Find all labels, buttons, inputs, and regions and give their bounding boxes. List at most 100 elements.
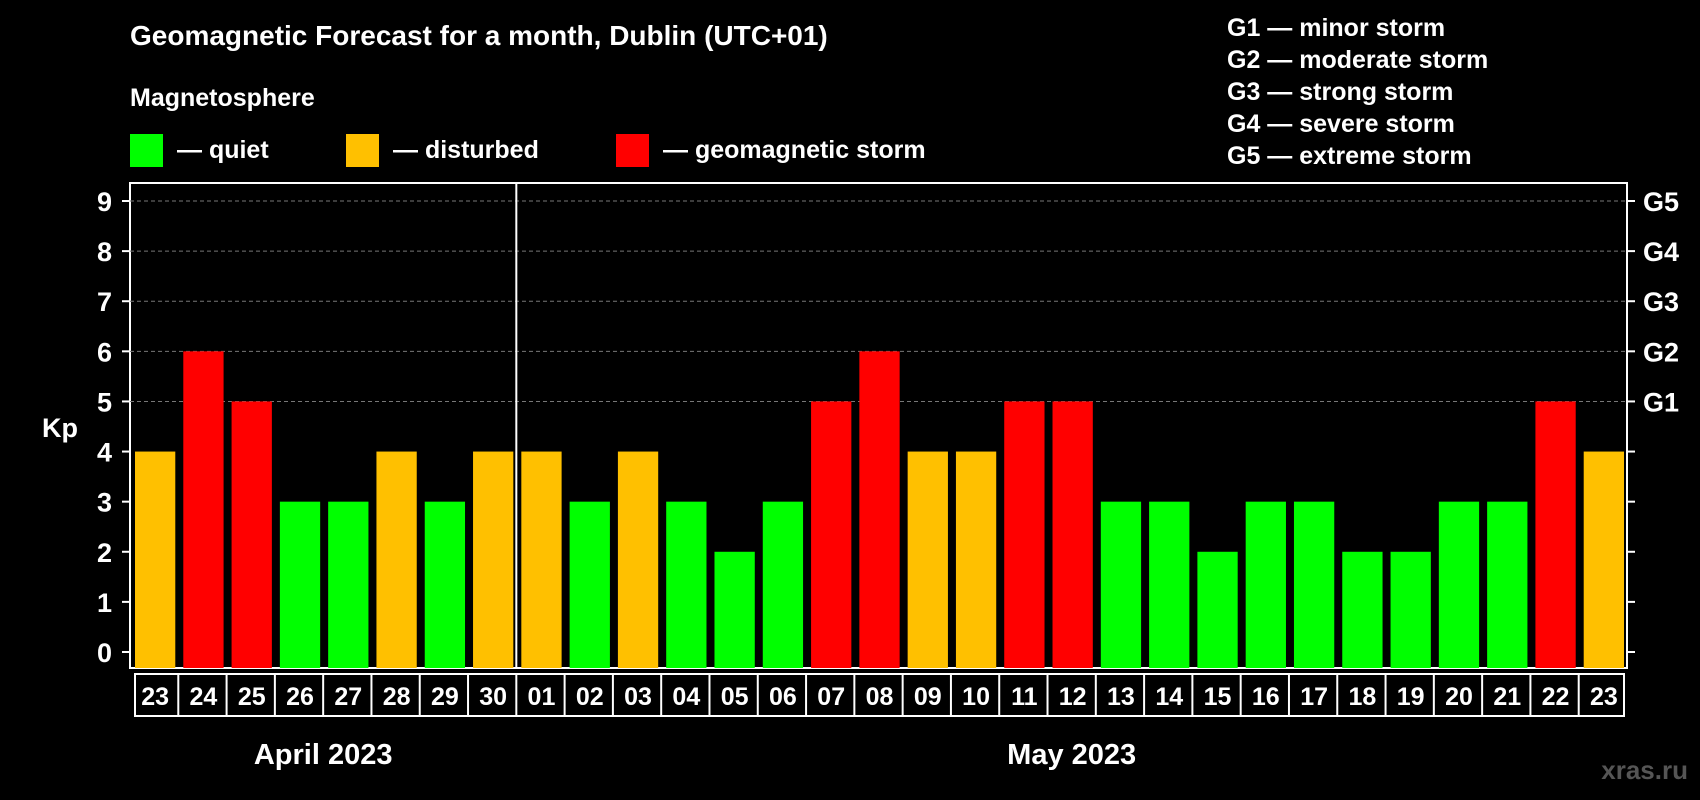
x-tick-label: 17 [1300, 683, 1328, 711]
x-tick-label: 15 [1204, 683, 1232, 711]
bar-day-9 [521, 451, 562, 668]
x-tick-label: 19 [1397, 683, 1425, 711]
x-tick-label: 06 [769, 683, 797, 711]
bar-day-25 [1293, 501, 1335, 668]
g-legend-g2: G2 — moderate storm [1227, 46, 1489, 74]
x-tick-label: 13 [1107, 683, 1135, 711]
bar-day-29 [1487, 501, 1528, 668]
bar-day-20 [1052, 401, 1093, 668]
x-tick-label: 21 [1493, 683, 1521, 711]
bar-day-30 [1535, 401, 1576, 668]
x-tick-label: 24 [190, 683, 218, 711]
x-tick-label: 26 [286, 683, 314, 711]
y-tick-label: 2 [97, 538, 112, 568]
x-tick-label: 07 [817, 683, 845, 711]
y-tick-label: 5 [97, 387, 112, 417]
g-legend-g4: G4 — severe storm [1227, 110, 1455, 138]
month-label: April 2023 [254, 739, 393, 771]
y-tick-label: 1 [97, 588, 112, 618]
bar-day-15 [811, 401, 852, 668]
right-axis-label-g1: G1 [1643, 387, 1679, 417]
x-tick-label: 22 [1542, 683, 1570, 711]
y-tick-label: 0 [97, 638, 112, 668]
bar-day-23 [1197, 551, 1238, 668]
legend-swatch-disturbed [346, 134, 379, 167]
y-axis-title: Kp [42, 413, 78, 443]
bar-day-18 [955, 451, 997, 668]
bar-day-28 [1438, 501, 1480, 668]
bar-day-13 [714, 551, 755, 668]
x-tick-label: 14 [1155, 683, 1183, 711]
x-tick-label: 28 [383, 683, 411, 711]
bar-day-24 [1245, 501, 1286, 668]
bar-day-4 [279, 501, 321, 668]
bar-day-2 [183, 351, 224, 668]
bar-day-31 [1583, 451, 1624, 668]
legend-item-disturbed: — disturbed [346, 134, 539, 167]
x-tick-label: 23 [1590, 683, 1618, 711]
g-legend-g1: G1 — minor storm [1227, 14, 1446, 42]
bar-day-27 [1390, 551, 1431, 668]
bar-day-6 [376, 451, 417, 668]
x-tick-label: 11 [1011, 683, 1038, 711]
right-axis-label-g4: G4 [1643, 237, 1679, 267]
bar-day-3 [231, 401, 272, 668]
bar-day-16 [859, 351, 900, 668]
y-tick-label: 3 [97, 488, 112, 518]
bar-day-17 [907, 451, 948, 668]
bar-day-22 [1149, 501, 1190, 668]
x-tick-label: 20 [1445, 683, 1473, 711]
x-tick-label: 16 [1252, 683, 1280, 711]
legend-label-quiet: — quiet [177, 136, 269, 164]
legend-label-disturbed: — disturbed [393, 136, 539, 164]
legend-heading: Magnetosphere [130, 84, 315, 112]
day-labels-box [134, 673, 1625, 717]
bar-day-8 [473, 451, 514, 668]
legend-swatch-storm [616, 134, 649, 167]
x-tick-label: 29 [431, 683, 459, 711]
x-tick-label: 23 [141, 683, 169, 711]
x-tick-label: 12 [1059, 683, 1087, 711]
x-tick-label: 03 [624, 683, 652, 711]
right-axis-label-g3: G3 [1643, 287, 1679, 317]
bar-day-5 [328, 501, 369, 668]
x-tick-label: 18 [1348, 683, 1376, 711]
y-tick-label: 9 [97, 187, 112, 217]
x-tick-label: 04 [672, 683, 700, 711]
bar-day-11 [617, 451, 659, 668]
x-tick-label: 02 [576, 683, 604, 711]
legend-item-storm: — geomagnetic storm [616, 134, 926, 167]
y-tick-label: 4 [97, 438, 112, 468]
x-tick-label: 05 [721, 683, 749, 711]
x-tick-label: 30 [479, 683, 507, 711]
g-scale-legend: G1 — minor storm G2 — moderate storm G3 … [1227, 12, 1488, 172]
g-legend-g5: G5 — extreme storm [1227, 142, 1472, 170]
y-tick-label: 8 [97, 237, 112, 267]
x-tick-label: 08 [866, 683, 894, 711]
bar-day-10 [569, 501, 610, 668]
y-tick-label: 7 [97, 287, 112, 317]
x-tick-label: 10 [962, 683, 990, 711]
y-tick-label: 6 [97, 337, 112, 367]
x-tick-label: 01 [528, 683, 556, 711]
month-label: May 2023 [1007, 739, 1136, 771]
watermark: xras.ru [1601, 755, 1688, 785]
legend-swatch-quiet [130, 134, 163, 167]
bar-day-19 [1004, 401, 1045, 668]
bar-day-21 [1100, 501, 1142, 668]
bar-day-7 [424, 501, 466, 668]
right-axis-label-g5: G5 [1643, 187, 1679, 217]
legend-label-storm: — geomagnetic storm [663, 136, 926, 164]
bar-day-1 [135, 451, 176, 668]
legend-item-quiet: — quiet [130, 134, 269, 167]
x-tick-label: 09 [914, 683, 942, 711]
x-tick-label: 25 [238, 683, 266, 711]
bar-day-14 [762, 501, 804, 668]
chart-title: Geomagnetic Forecast for a month, Dublin… [130, 20, 828, 51]
bar-day-12 [666, 501, 707, 668]
x-tick-label: 27 [334, 683, 362, 711]
bar-day-26 [1342, 551, 1383, 668]
right-axis-label-g2: G2 [1643, 337, 1679, 367]
g-legend-g3: G3 — strong storm [1227, 78, 1454, 106]
